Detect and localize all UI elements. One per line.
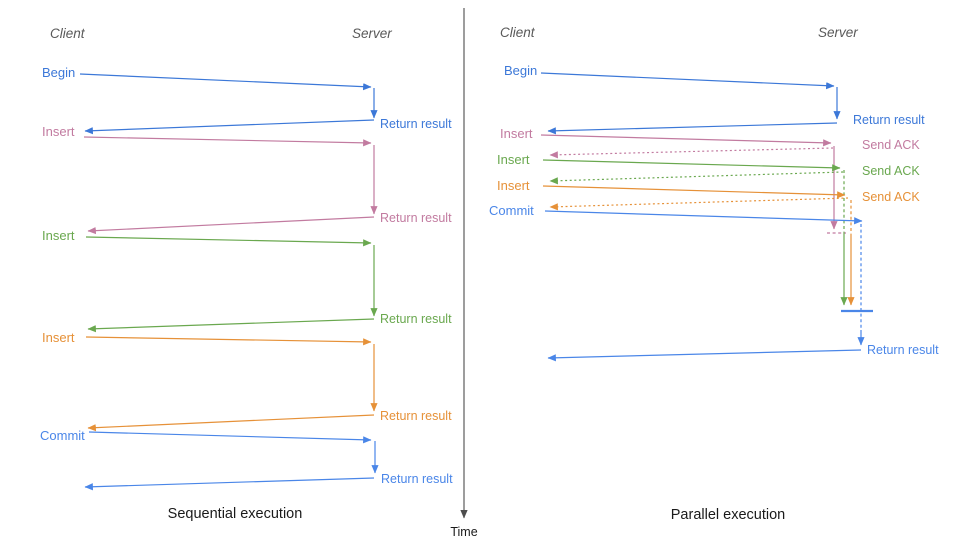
response-arrow-commit-left [84, 477, 375, 491]
server-header-right: Server [818, 25, 858, 40]
response-label-begin-left: Return result [380, 117, 452, 131]
response-label-insert1-left: Return result [380, 211, 452, 225]
client-header-left: Client [50, 26, 86, 41]
response-arrow-begin-right [547, 122, 838, 135]
message-label-insert1-right: Insert [500, 126, 533, 141]
request-arrow-begin-right [540, 72, 835, 90]
time-axis-label: Time [450, 525, 477, 539]
response-label-insert2-left: Return result [380, 312, 452, 326]
request-arrow-begin-left [79, 73, 372, 91]
message-label-begin-right: Begin [504, 63, 537, 78]
server-header-left: Server [352, 26, 392, 41]
ack-label-insert3-right: Send ACK [862, 190, 920, 204]
request-arrow-insert2-right [542, 159, 841, 172]
ack-arrow-insert3-right [549, 197, 849, 211]
response-label-insert3-left: Return result [380, 409, 452, 423]
ack-arrow-insert2-right [549, 171, 844, 185]
message-label-commit-left: Commit [40, 428, 85, 443]
parallel-caption: Parallel execution [671, 507, 785, 523]
request-arrow-commit-right [544, 210, 863, 225]
response-arrow-begin-left [84, 119, 375, 135]
message-label-insert3-right: Insert [497, 178, 530, 193]
request-arrow-commit-left [88, 431, 372, 444]
message-label-commit-right: Commit [489, 203, 534, 218]
response-arrow-insert2-left [87, 318, 375, 333]
parallel-panel: Client Server Begin Return result Insert… [489, 25, 939, 523]
client-header-right: Client [500, 25, 536, 40]
message-label-insert2-left: Insert [42, 228, 75, 243]
sequential-panel: Client Server Begin Return result Insert… [40, 26, 453, 522]
response-label-commit-right: Return result [867, 343, 939, 357]
message-label-begin-left: Begin [42, 65, 75, 80]
message-label-insert3-left: Insert [42, 330, 75, 345]
request-arrow-insert1-right [540, 134, 832, 147]
response-arrow-commit-right [547, 349, 862, 362]
request-arrow-insert2-left [85, 236, 372, 247]
response-label-begin-right: Return result [853, 113, 925, 127]
response-arrow-insert1-left [87, 216, 375, 235]
request-arrow-insert3-right [542, 185, 846, 199]
request-arrow-insert1-left [83, 136, 372, 147]
response-arrow-insert3-left [87, 414, 375, 432]
request-arrow-insert3-left [85, 336, 372, 346]
ack-label-insert1-right: Send ACK [862, 138, 920, 152]
ack-arrow-insert1-right [549, 147, 834, 159]
response-label-commit-left: Return result [381, 472, 453, 486]
ack-label-insert2-right: Send ACK [862, 164, 920, 178]
sequential-caption: Sequential execution [168, 506, 303, 522]
message-label-insert2-right: Insert [497, 152, 530, 167]
message-label-insert1-left: Insert [42, 124, 75, 139]
